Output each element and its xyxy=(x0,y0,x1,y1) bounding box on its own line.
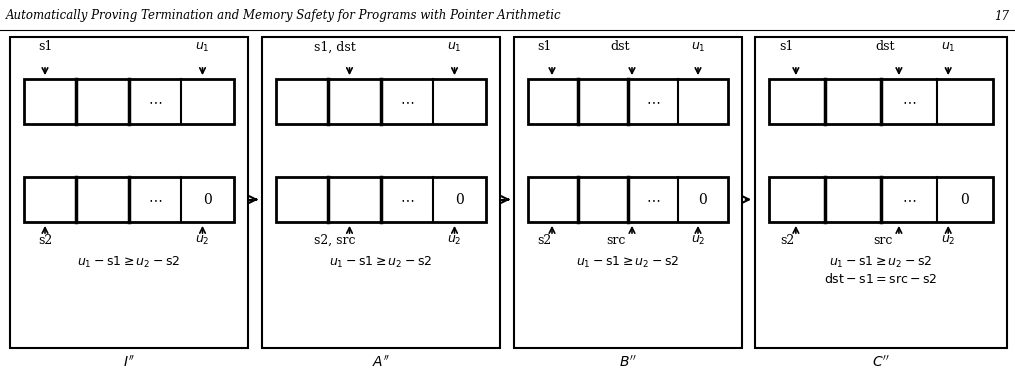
Text: $\cdots$: $\cdots$ xyxy=(902,193,917,207)
Text: $u_2$: $u_2$ xyxy=(691,233,705,247)
Text: s1: s1 xyxy=(780,41,794,53)
Text: $u_1 - \mathrm{s1} \geq u_2 - \mathrm{s2}$: $u_1 - \mathrm{s1} \geq u_2 - \mathrm{s2… xyxy=(577,254,680,269)
Text: $\cdots$: $\cdots$ xyxy=(646,193,660,207)
Text: 17: 17 xyxy=(994,9,1009,22)
Text: $A''$: $A''$ xyxy=(371,354,390,370)
Text: Automatically Proving Termination and Memory Safety for Programs with Pointer Ar: Automatically Proving Termination and Me… xyxy=(6,9,561,22)
Text: dst: dst xyxy=(610,41,629,53)
Text: s1, dst: s1, dst xyxy=(314,41,355,53)
Bar xyxy=(24,177,234,222)
Bar xyxy=(276,79,486,124)
Text: $u_2$: $u_2$ xyxy=(448,233,462,247)
Text: 0: 0 xyxy=(698,193,707,207)
Text: $\cdots$: $\cdots$ xyxy=(902,94,917,108)
Bar xyxy=(514,37,742,348)
Text: $u_1$: $u_1$ xyxy=(690,41,705,53)
Text: $u_1 - \mathrm{s1} \geq u_2 - \mathrm{s2}$: $u_1 - \mathrm{s1} \geq u_2 - \mathrm{s2… xyxy=(329,254,432,269)
Text: $\cdots$: $\cdots$ xyxy=(646,94,660,108)
Text: 0: 0 xyxy=(203,193,212,207)
Text: src: src xyxy=(606,233,625,246)
Text: $B''$: $B''$ xyxy=(619,354,636,370)
Text: $u_1$: $u_1$ xyxy=(448,41,462,53)
Text: $u_1$: $u_1$ xyxy=(941,41,955,53)
Text: $\cdots$: $\cdots$ xyxy=(148,193,162,207)
Text: $u_1$: $u_1$ xyxy=(195,41,210,53)
Bar xyxy=(262,37,500,348)
Text: $u_1 - \mathrm{s1} \geq u_2 - \mathrm{s2}$: $u_1 - \mathrm{s1} \geq u_2 - \mathrm{s2… xyxy=(77,254,181,269)
Text: $u_1 - \mathrm{s1} \geq u_2 - \mathrm{s2}$: $u_1 - \mathrm{s1} \geq u_2 - \mathrm{s2… xyxy=(829,254,933,269)
Text: $C''$: $C''$ xyxy=(872,354,890,370)
Text: s2: s2 xyxy=(780,233,794,246)
Text: $\cdots$: $\cdots$ xyxy=(148,94,162,108)
Bar xyxy=(755,37,1007,348)
Bar xyxy=(769,177,993,222)
Bar xyxy=(276,177,486,222)
Text: $\cdots$: $\cdots$ xyxy=(400,193,414,207)
Text: $\cdots$: $\cdots$ xyxy=(400,94,414,108)
Text: $I''$: $I''$ xyxy=(123,354,135,370)
Text: $u_2$: $u_2$ xyxy=(941,233,955,247)
Text: 0: 0 xyxy=(456,193,464,207)
Text: s2, src: s2, src xyxy=(314,233,355,246)
Text: s1: s1 xyxy=(38,41,52,53)
Bar xyxy=(10,37,248,348)
Text: s2: s2 xyxy=(38,233,52,246)
Text: 0: 0 xyxy=(960,193,969,207)
Bar xyxy=(528,177,728,222)
Text: src: src xyxy=(874,233,893,246)
Text: $\mathrm{dst} - \mathrm{s1} = \mathrm{src} - \mathrm{s2}$: $\mathrm{dst} - \mathrm{s1} = \mathrm{sr… xyxy=(824,272,938,286)
Bar xyxy=(769,79,993,124)
Bar xyxy=(528,79,728,124)
Text: s2: s2 xyxy=(537,233,551,246)
Text: s1: s1 xyxy=(537,41,551,53)
Text: $u_2$: $u_2$ xyxy=(195,233,210,247)
Bar xyxy=(24,79,234,124)
Text: dst: dst xyxy=(876,41,895,53)
